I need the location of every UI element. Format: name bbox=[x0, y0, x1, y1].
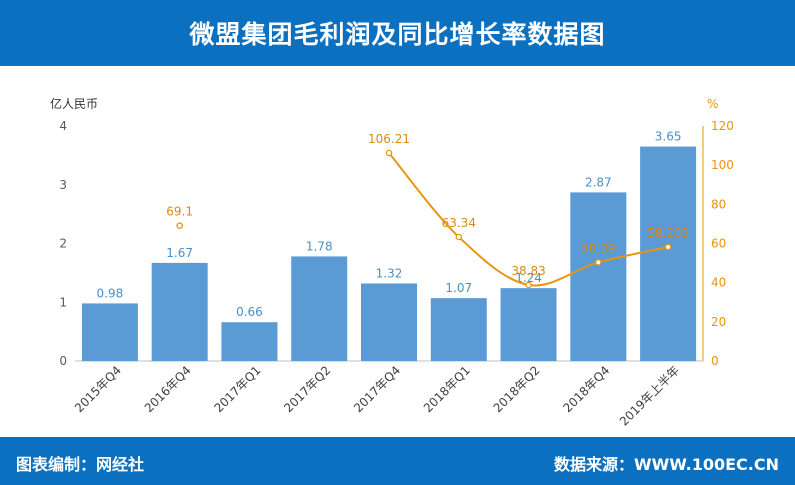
y-left-tick-label: 1 bbox=[59, 295, 67, 309]
line-point bbox=[385, 149, 393, 157]
bar bbox=[430, 298, 487, 361]
x-tick-label: 2018年Q2 bbox=[491, 363, 543, 415]
y-left-tick-label: 2 bbox=[59, 237, 67, 251]
chart-title: 微盟集团毛利润及同比增长率数据图 bbox=[189, 20, 606, 49]
bar bbox=[221, 322, 278, 361]
bar bbox=[570, 192, 627, 361]
bar-value-label: 3.65 bbox=[655, 130, 682, 144]
line-value-label: 69.1 bbox=[166, 205, 193, 219]
x-tick-label: 2019年上半年 bbox=[617, 363, 682, 428]
bar bbox=[81, 303, 138, 361]
y-left-tick-label: 0 bbox=[59, 354, 67, 368]
bar-value-label: 0.66 bbox=[236, 305, 263, 319]
x-tick-label: 2018年Q1 bbox=[421, 363, 473, 415]
y-right-tick-label: 20 bbox=[711, 315, 726, 329]
combo-chart: 0 1 2 3 4 亿人民币 0 20 40 60 80 100 120% 0.98 1.67 0.66 1.7… bbox=[50, 96, 734, 429]
y-right-tick-label: 120 bbox=[711, 119, 734, 133]
bar-value-label: 1.32 bbox=[376, 266, 403, 280]
x-tick-label: 2018年Q4 bbox=[560, 363, 612, 415]
line-value-label: 38.83 bbox=[511, 264, 545, 278]
bar-value-label: 0.98 bbox=[97, 286, 124, 300]
line-value-label: 58.203 bbox=[647, 226, 689, 240]
y-right-tick-label: 0 bbox=[711, 354, 719, 368]
footer-source: 数据来源：WWW.100EC.CN bbox=[553, 455, 779, 474]
bar bbox=[291, 256, 348, 361]
line-point bbox=[525, 281, 532, 289]
bar-value-label: 1.07 bbox=[445, 281, 472, 295]
x-tick-label: 2016年Q4 bbox=[142, 363, 194, 415]
line-value-label: 50.39 bbox=[581, 241, 615, 255]
bar bbox=[500, 288, 557, 361]
line-point bbox=[595, 259, 602, 266]
line-point bbox=[455, 233, 463, 241]
y-right-tick-label: 40 bbox=[711, 276, 726, 290]
bar-value-label: 1.24 bbox=[515, 271, 542, 285]
title-bar: 微盟集团毛利润及同比增长率数据图 bbox=[0, 0, 795, 66]
footer-bar: 图表编制：网经社 数据来源：WWW.100EC.CN bbox=[0, 437, 795, 485]
bar bbox=[361, 283, 417, 361]
line-point bbox=[664, 243, 672, 251]
footer-credit: 图表编制：网经社 bbox=[16, 455, 145, 474]
y-right-unit-label: % bbox=[707, 97, 718, 111]
x-tick-label: 2015年Q4 bbox=[72, 363, 124, 415]
bar bbox=[640, 146, 697, 361]
line-point bbox=[176, 222, 183, 229]
bar-value-label: 1.78 bbox=[306, 239, 333, 253]
bar-value-label: 1.67 bbox=[166, 246, 193, 260]
y-right-tick-label: 100 bbox=[711, 158, 734, 172]
bar-value-label: 2.87 bbox=[585, 175, 612, 189]
y-left-tick-label: 3 bbox=[59, 178, 67, 192]
y-right-tick-label: 60 bbox=[711, 237, 726, 251]
x-tick-label: 2017年Q4 bbox=[351, 363, 403, 415]
y-left-tick-label: 4 bbox=[59, 119, 67, 133]
y-left-unit-label: 亿人民币 bbox=[50, 96, 98, 111]
line-value-label: 63.34 bbox=[442, 216, 476, 230]
growth-rate-line bbox=[388, 152, 669, 287]
line-value-label: 106.21 bbox=[368, 132, 410, 146]
x-tick-label: 2017年Q1 bbox=[212, 363, 264, 415]
y-right-tick-label: 80 bbox=[711, 197, 726, 211]
x-tick-label: 2017年Q2 bbox=[281, 363, 333, 415]
bar bbox=[151, 262, 208, 361]
